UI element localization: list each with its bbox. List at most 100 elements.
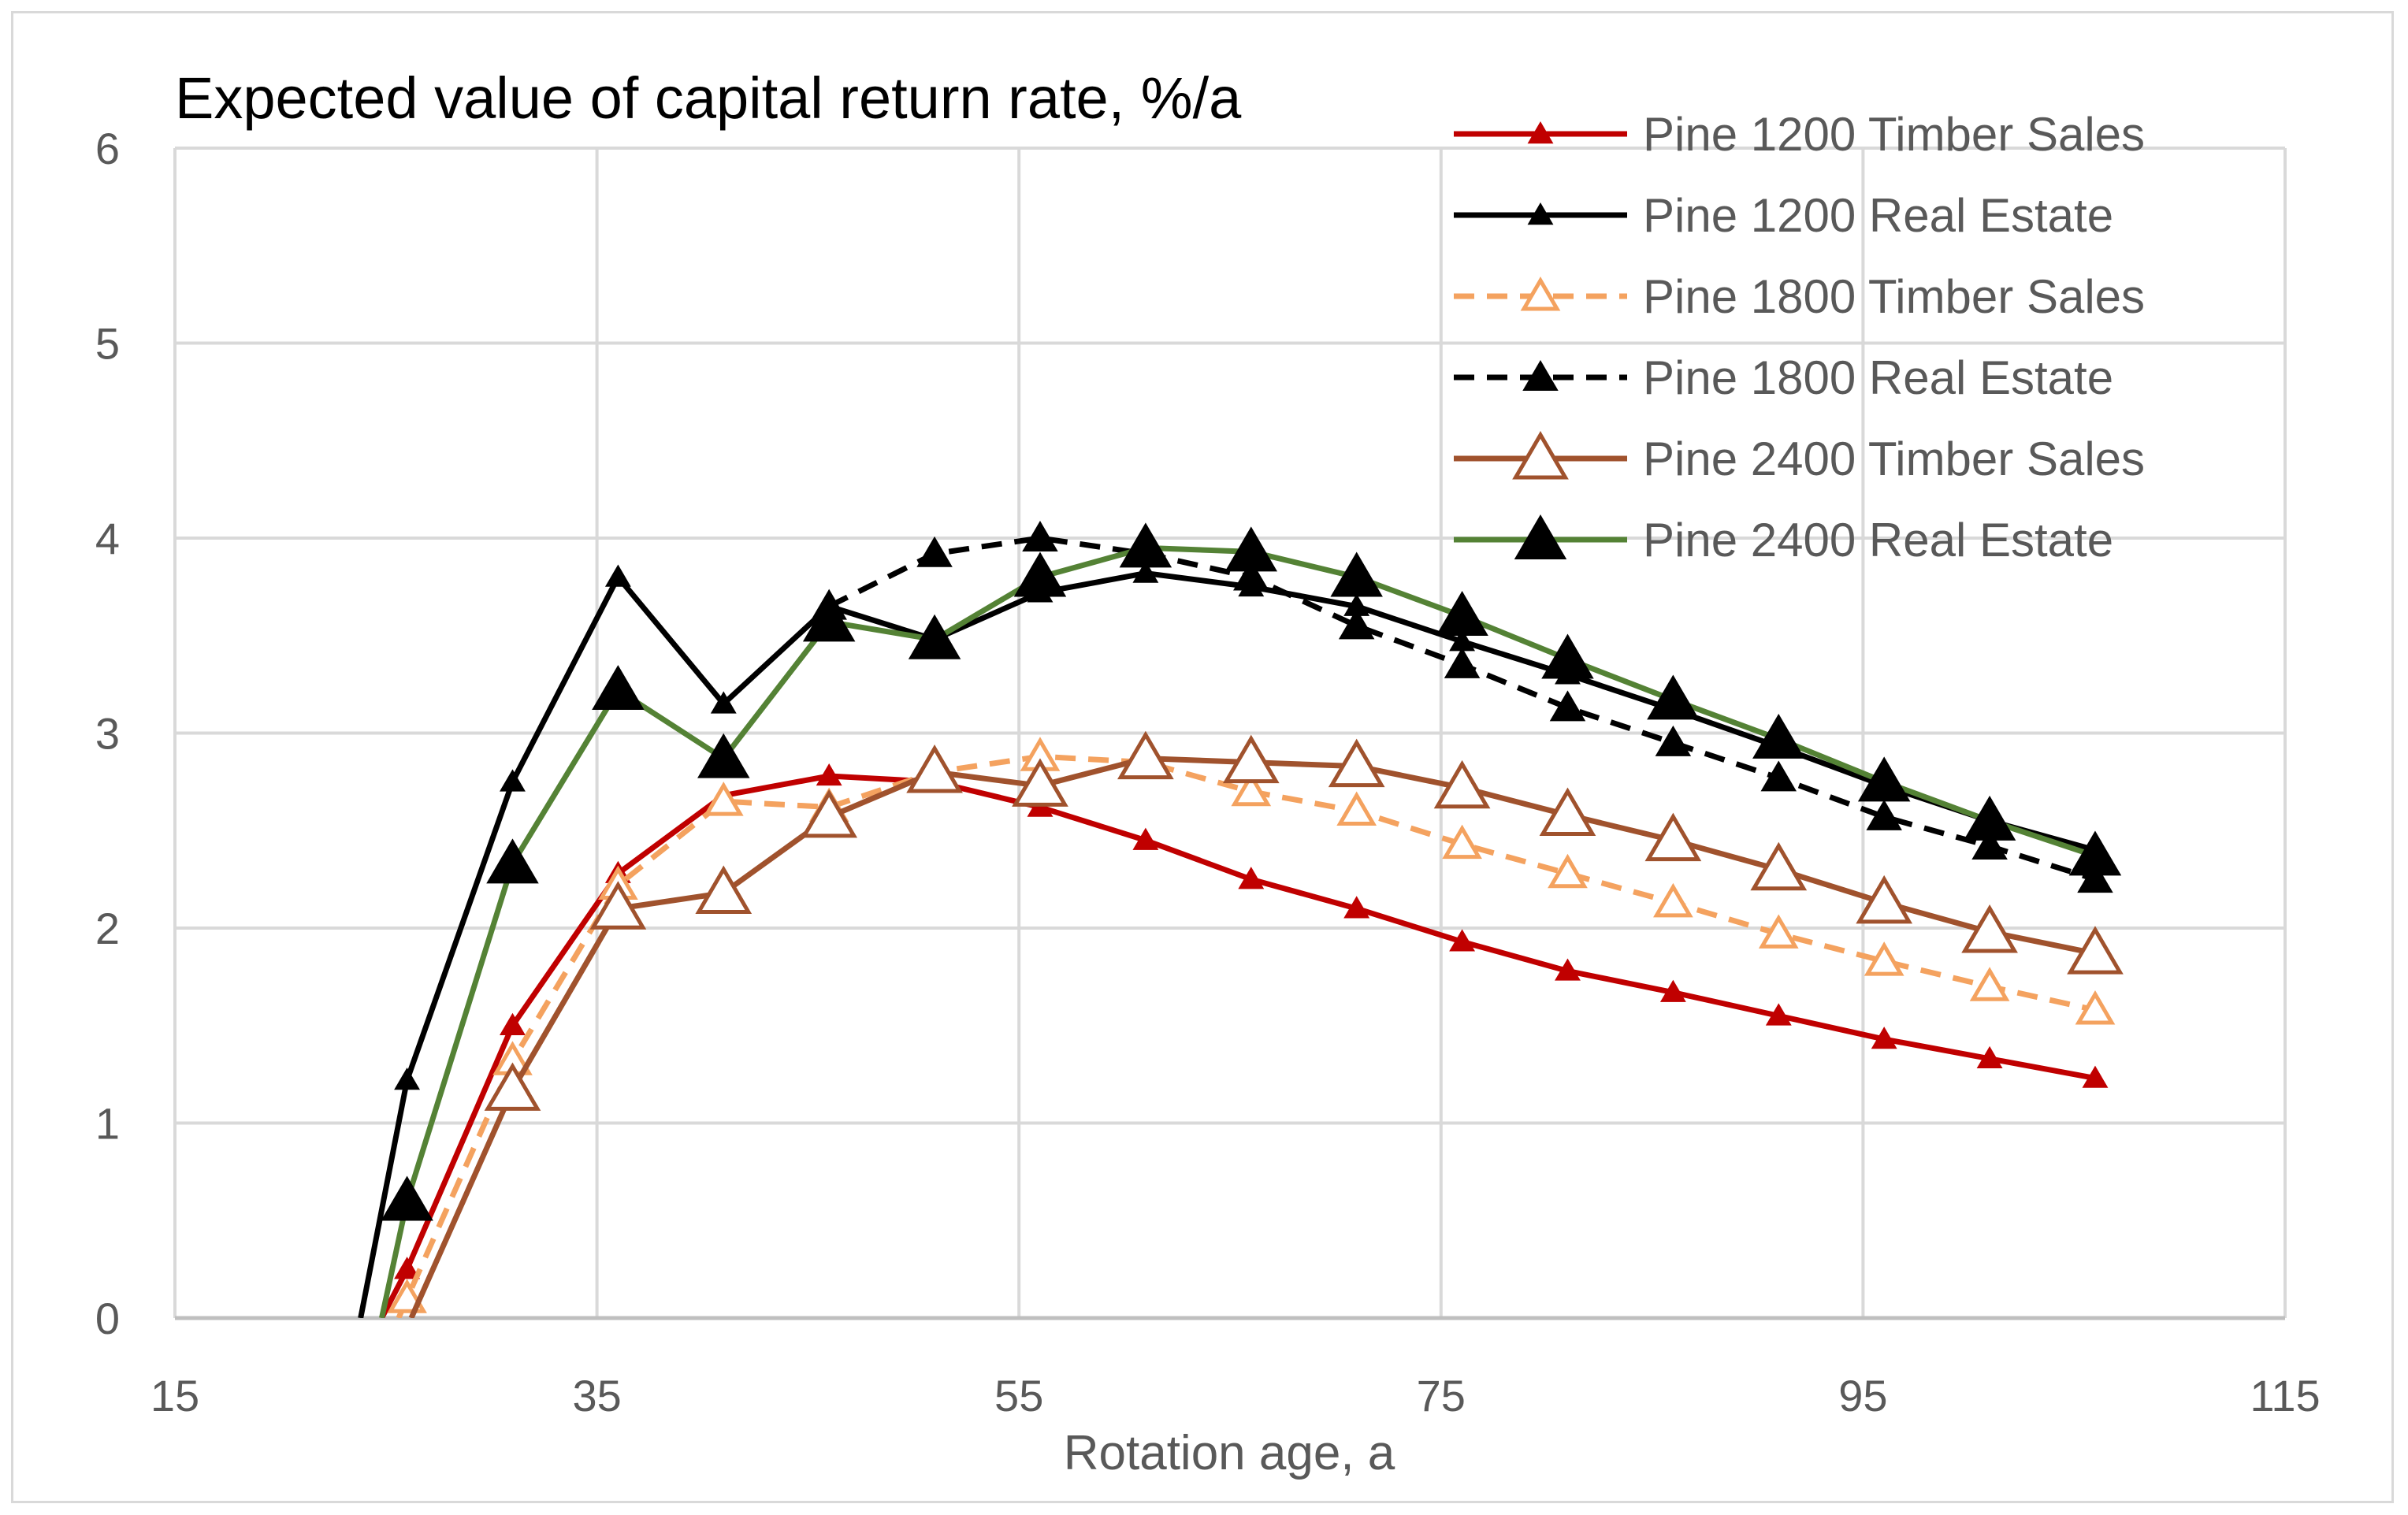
y-tick-label: 1 — [95, 1099, 120, 1149]
chart-title: Expected value of capital return rate, %… — [175, 65, 1242, 131]
series-line — [396, 753, 2096, 1318]
legend-marker — [1527, 202, 1554, 225]
legend-entry: Pine 1200 Timber Sales — [1454, 108, 2145, 161]
y-tick-label: 4 — [95, 514, 120, 563]
data-point — [1871, 1027, 1897, 1049]
data-point — [1338, 608, 1375, 640]
data-point — [697, 733, 750, 778]
data-point — [1330, 551, 1383, 597]
data-point — [2075, 990, 2116, 1025]
legend: Pine 1200 Timber Sales Pine 1200 Real Est… — [1454, 108, 2145, 566]
data-point — [695, 865, 752, 914]
legend-label: Pine 1800 Real Estate — [1643, 351, 2113, 404]
data-point — [916, 536, 953, 567]
series-3 — [387, 737, 2116, 1318]
data-point — [1442, 824, 1482, 860]
data-point — [1224, 526, 1278, 572]
data-point — [1655, 725, 1692, 756]
data-point — [1866, 799, 1902, 830]
x-tick-label: 95 — [1838, 1371, 1887, 1420]
data-point — [1013, 551, 1067, 597]
data-point — [1343, 896, 1370, 919]
data-point — [1653, 882, 1693, 918]
legend-entry: Pine 2400 Real Estate — [1454, 514, 2113, 566]
data-point — [589, 881, 647, 930]
data-point — [484, 1062, 541, 1111]
data-point — [1549, 690, 1586, 722]
legend-entry: Pine 2400 Timber Sales — [1454, 431, 2145, 485]
data-point — [906, 745, 963, 793]
data-point — [1012, 758, 1068, 807]
data-point — [1647, 674, 1700, 720]
data-point — [1963, 795, 2016, 841]
data-point — [1117, 730, 1174, 780]
data-point — [703, 782, 744, 816]
legend-marker — [1527, 121, 1554, 144]
x-tick-label: 115 — [2250, 1371, 2320, 1420]
legend-entry: Pine 1200 Real Estate — [1454, 189, 2113, 242]
data-point — [1233, 559, 1269, 591]
data-point — [381, 1175, 433, 1221]
legend-entry: Pine 1800 Real Estate — [1454, 351, 2113, 404]
series-line — [379, 544, 2097, 1318]
data-point — [1436, 591, 1488, 636]
data-point — [1864, 941, 1904, 976]
data-point — [604, 564, 631, 587]
data-point — [1231, 771, 1272, 807]
data-point — [1132, 560, 1159, 583]
data-point — [1976, 1045, 2003, 1069]
data-point — [1857, 756, 1911, 802]
legend-label: Pine 1200 Real Estate — [1643, 189, 2113, 242]
series-6 — [379, 522, 2122, 1318]
y-tick-label: 6 — [95, 124, 120, 173]
tick-labels: 0 1 2 3 4 5 6 15 35 55 75 95 115 — [95, 124, 2321, 1420]
data-point — [1765, 1003, 1792, 1026]
data-point — [1644, 812, 1702, 862]
data-point — [710, 691, 737, 714]
legend-label: Pine 2400 Timber Sales — [1643, 433, 2145, 485]
data-point — [2068, 830, 2122, 876]
data-point — [1659, 979, 1686, 1002]
data-point — [1328, 738, 1385, 788]
series-1 — [379, 763, 2109, 1318]
x-tick-label: 75 — [1417, 1371, 1466, 1420]
data-point — [394, 1068, 421, 1090]
data-point — [1449, 929, 1476, 952]
data-point — [908, 614, 961, 659]
data-point — [816, 763, 842, 786]
data-point — [1433, 759, 1491, 809]
data-point — [500, 769, 526, 792]
legend-marker — [1514, 514, 1567, 559]
legend-label: Pine 1800 Timber Sales — [1643, 270, 2145, 323]
data-point — [2067, 926, 2124, 975]
data-point — [1539, 787, 1596, 836]
y-tick-label: 2 — [95, 904, 120, 953]
y-tick-label: 0 — [95, 1294, 120, 1343]
data-point — [394, 1257, 421, 1279]
data-point — [2077, 862, 2113, 893]
legend-marker — [1522, 360, 1559, 391]
y-tick-label: 3 — [95, 709, 120, 759]
legend-marker — [1520, 277, 1561, 311]
data-point — [1760, 760, 1797, 792]
data-series — [358, 521, 2124, 1318]
data-point — [1555, 958, 1581, 981]
x-tick-label: 35 — [572, 1371, 621, 1420]
data-point — [1238, 867, 1265, 889]
data-point — [1548, 853, 1588, 889]
data-point — [1752, 713, 1805, 759]
data-point — [1444, 647, 1481, 678]
data-point — [486, 838, 539, 884]
x-tick-label: 55 — [994, 1371, 1043, 1420]
data-point — [1336, 791, 1377, 826]
data-point — [1132, 827, 1159, 850]
data-point — [1971, 829, 2008, 860]
y-tick-label: 5 — [95, 319, 120, 369]
data-point — [1961, 904, 2018, 953]
legend-label: Pine 1200 Timber Sales — [1643, 108, 2145, 161]
legend-marker — [1512, 431, 1569, 480]
series-5 — [408, 730, 2124, 1318]
x-tick-label: 15 — [150, 1371, 199, 1420]
data-point — [1856, 874, 1913, 924]
